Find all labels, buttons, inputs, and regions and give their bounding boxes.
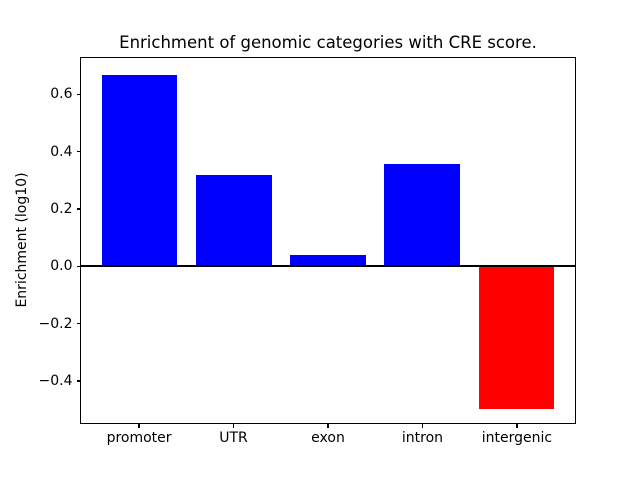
y-tick-mark — [76, 323, 80, 325]
y-tick-label: 0.0 — [50, 258, 73, 275]
x-tick-label-intergenic: intergenic — [481, 430, 553, 446]
x-tick-label-promoter: promoter — [106, 430, 172, 446]
x-tick-label-UTR: UTR — [219, 430, 248, 446]
x-tick-label-intron: intron — [401, 430, 444, 446]
bar-UTR — [196, 174, 272, 267]
y-tick-label: 0.6 — [50, 86, 73, 103]
chart-title: Enrichment of genomic categories with CR… — [119, 33, 537, 52]
y-tick-label: −0.2 — [38, 315, 73, 332]
bar-promoter — [102, 75, 178, 267]
x-tick-mark — [421, 424, 424, 428]
y-tick-mark — [76, 380, 80, 382]
y-tick-label: 0.2 — [50, 200, 73, 217]
y-tick-label: 0.4 — [50, 143, 73, 160]
plot-area — [80, 57, 576, 424]
bar-intron — [384, 163, 460, 267]
x-tick-mark — [232, 424, 235, 428]
y-tick-mark — [76, 265, 80, 267]
x-tick-mark — [516, 424, 518, 428]
y-tick-mark — [76, 151, 80, 153]
y-tick-mark — [76, 93, 80, 95]
x-tick-mark — [327, 424, 329, 428]
y-tick-label: −0.4 — [38, 372, 73, 389]
y-tick-mark — [76, 208, 80, 210]
x-tick-mark — [138, 424, 140, 428]
y-axis-label: Enrichment (log10) — [14, 172, 30, 308]
bar-intergenic — [478, 266, 554, 409]
zero-axhline — [81, 264, 575, 268]
bar-exon — [290, 254, 366, 267]
x-tick-label-exon: exon — [311, 430, 345, 446]
